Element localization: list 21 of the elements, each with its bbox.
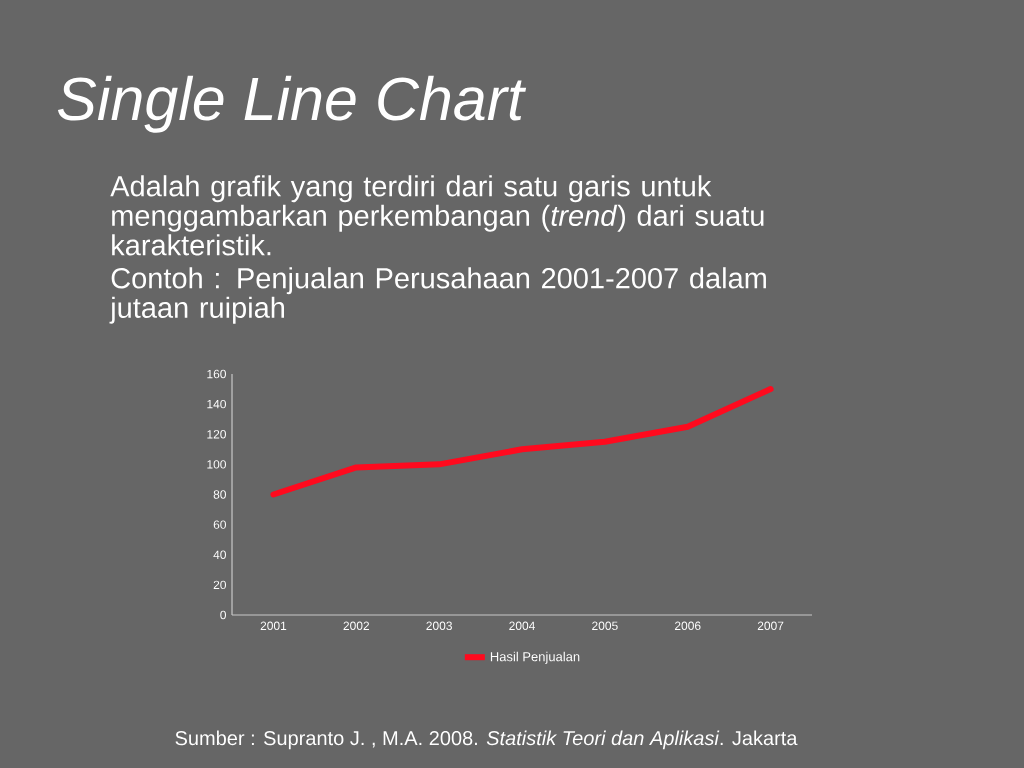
x-tick-label: 2001	[260, 621, 287, 631]
y-tick-label: 40	[213, 550, 227, 559]
x-tick-label: 2007	[757, 621, 784, 631]
x-tick-label: 2004	[509, 621, 535, 631]
y-tick-label: 160	[207, 369, 226, 379]
y-tick-label: 100	[207, 460, 226, 469]
y-tick-label: 120	[207, 430, 226, 439]
text: Adalah grafik yang terdiri dari satu garis untuk menggambarkan perkembangan (trend) dari suatu karakteristik.	[110, 175, 764, 256]
y-tick-label: 140	[207, 399, 226, 409]
y-tick-label: 20	[213, 580, 227, 590]
text: Sumber : Supranto J. , M.A. 2008. Statistik Teori dan Aplikasi. Jakarta	[175, 730, 798, 750]
y-tick-label: 0	[220, 610, 227, 620]
legend-label: Hasil Penjualan	[490, 651, 580, 664]
chart-title: Single Line Chart	[57, 75, 527, 133]
text: Contoh : Penjualan Perusahaan 2001-2007 dalam jutaan ruipiah	[109, 267, 766, 324]
y-tick-label: 60	[213, 520, 227, 529]
x-tick-label: 2006	[674, 621, 701, 631]
y-tick-label: 80	[213, 490, 227, 499]
x-tick-label: 2003	[426, 621, 452, 631]
x-tick-label: 2002	[343, 621, 370, 631]
x-tick-label: 2005	[592, 621, 618, 631]
